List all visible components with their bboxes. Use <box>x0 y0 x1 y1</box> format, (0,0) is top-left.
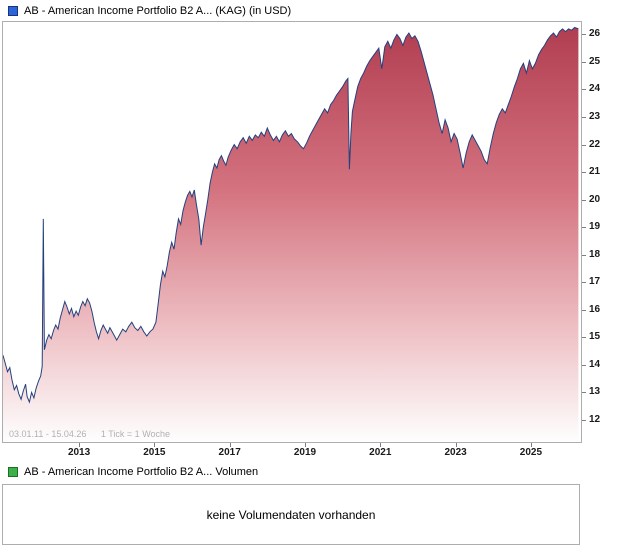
no-volume-data-message: keine Volumendaten vorhanden <box>206 507 376 522</box>
y-axis-label: 12 <box>589 413 601 425</box>
y-axis-tick <box>582 117 586 119</box>
y-axis-tick <box>582 61 586 63</box>
x-axis-tick <box>455 443 457 447</box>
y-axis-label: 20 <box>589 193 601 205</box>
x-axis-tick <box>154 443 156 447</box>
price-x-axis: 2013 2015 2017 2019 2021 2023 2025 <box>2 443 582 460</box>
price-chart-canvas[interactable] <box>3 22 581 442</box>
price-legend-swatch <box>8 6 18 16</box>
price-panel-title: AB - American Income Portfolio B2 A... (… <box>24 5 292 17</box>
x-axis-label: 2023 <box>444 447 467 458</box>
y-axis-label: 25 <box>589 55 601 67</box>
y-axis-label: 22 <box>589 138 601 150</box>
y-axis-tick <box>582 364 586 366</box>
volume-panel-header: AB - American Income Portfolio B2 A... V… <box>0 465 620 479</box>
y-axis-tick <box>582 392 586 394</box>
x-axis-tick <box>530 443 532 447</box>
y-axis-tick <box>582 254 586 256</box>
x-axis-label: 2015 <box>143 447 166 458</box>
volume-panel: keine Volumendaten vorhanden <box>2 484 580 545</box>
x-axis-tick <box>79 443 81 447</box>
volume-panel-title: AB - American Income Portfolio B2 A... V… <box>24 466 259 478</box>
y-axis-label: 15 <box>589 331 601 343</box>
y-axis-label: 18 <box>589 248 601 260</box>
price-panel-header: AB - American Income Portfolio B2 A... (… <box>0 0 620 18</box>
x-axis-label: 2019 <box>293 447 317 458</box>
price-line <box>3 26 579 404</box>
y-axis-tick <box>582 199 586 201</box>
x-axis-label: 2021 <box>369 447 392 458</box>
y-axis-tick <box>582 419 586 421</box>
volume-legend-swatch <box>8 467 18 477</box>
y-axis-tick <box>582 282 586 284</box>
x-axis-label: 2017 <box>218 447 241 458</box>
y-axis-tick <box>582 144 586 146</box>
x-axis-label: 2013 <box>67 447 91 458</box>
x-axis-label: 2025 <box>519 447 543 458</box>
x-axis-tick <box>304 443 306 447</box>
y-axis-tick <box>582 34 586 36</box>
y-axis-tick <box>582 172 586 174</box>
y-axis-label: 13 <box>589 386 601 398</box>
y-axis-label: 24 <box>589 83 601 95</box>
y-axis-label: 21 <box>589 166 601 178</box>
y-axis-label: 26 <box>589 28 601 40</box>
y-axis-tick <box>582 227 586 229</box>
tick-interval-label: 1 Tick = 1 Woche <box>100 429 171 439</box>
y-axis-tick <box>582 89 586 91</box>
price-y-axis: 12 13 14 15 16 17 18 19 20 21 22 23 24 25 26 <box>582 21 620 443</box>
y-axis-label: 14 <box>589 358 601 370</box>
date-range-label: 03.01.11 - 15.04.26 <box>9 429 87 439</box>
y-axis-label: 17 <box>589 276 601 288</box>
y-axis-label: 23 <box>589 111 601 123</box>
x-axis-tick <box>229 443 231 447</box>
chart-range-info: 03.01.11 - 15.04.26 1 Tick = 1 Woche <box>9 429 170 439</box>
y-axis-label: 19 <box>589 221 601 233</box>
y-axis-tick <box>582 309 586 311</box>
y-axis-tick <box>582 337 586 339</box>
price-chart-row: 03.01.11 - 15.04.26 1 Tick = 1 Woche 12 1… <box>0 21 620 443</box>
y-axis-label: 16 <box>589 303 601 315</box>
price-area-fill <box>3 27 579 442</box>
x-axis-tick <box>380 443 382 447</box>
price-chart-plot-area[interactable]: 03.01.11 - 15.04.26 1 Tick = 1 Woche <box>2 21 582 443</box>
